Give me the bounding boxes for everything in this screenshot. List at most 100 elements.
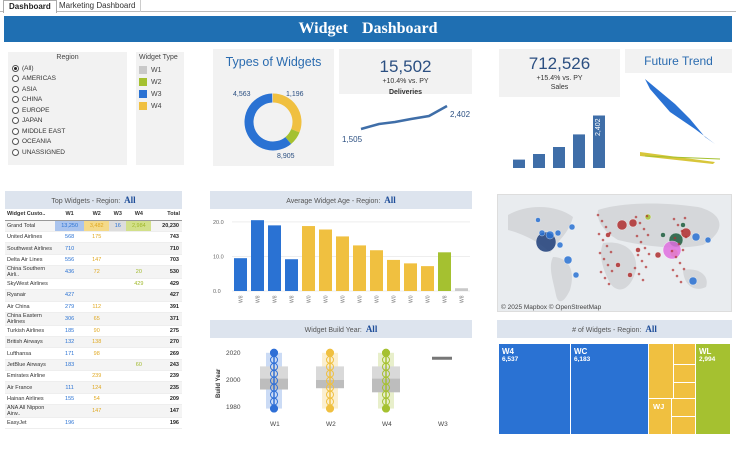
region-option-6[interactable]: MIDDLE EAST (12, 126, 127, 137)
table-row[interactable]: Hainan Airlines 155 54 209 (5, 393, 182, 405)
top-widgets-panel: Top Widgets - Region: All Widget Custo..… (5, 191, 182, 435)
sales-bar-chart: 2,402 (513, 115, 605, 168)
table-header[interactable]: W1 (55, 209, 85, 221)
tab-marketing-dashboard[interactable]: Marketing Dashboard (54, 0, 142, 12)
map-marker-3 (538, 229, 546, 237)
table-row[interactable]: Lufthansa 171 98 269 (5, 347, 182, 360)
radio-icon[interactable] (12, 85, 19, 93)
table-row[interactable]: Air China 279 112 391 (5, 301, 182, 313)
table-row[interactable]: Turkish Airlines 185 90 275 (5, 325, 182, 338)
age-bar-13 (455, 288, 468, 291)
treemap-tile-wj[interactable]: WJ (649, 344, 695, 434)
table-cell: Hainan Airlines (5, 393, 55, 405)
table-cell (126, 254, 152, 266)
map-minor-marker (597, 232, 601, 236)
map-minor-marker (677, 242, 681, 246)
table-cell: 743 (151, 231, 182, 244)
region-option-3[interactable]: CHINA (12, 95, 127, 106)
region-option-2[interactable]: ASIA (12, 84, 127, 95)
table-row[interactable]: Grand Total 13,250 3,482 16 2,984 20,230 (5, 220, 182, 233)
sales-last-label: 2,402 (595, 118, 602, 136)
table-row[interactable]: China Eastern Airlines 306 65 371 (5, 312, 182, 326)
table-header[interactable]: Widget Custo.. (5, 209, 55, 221)
landmass-south-america (550, 257, 573, 302)
region-option-7[interactable]: OCEANIA (12, 137, 127, 148)
treemap-tile-wc[interactable]: WC 6,183 (571, 344, 648, 434)
trend-line-green (644, 155, 721, 160)
table-row[interactable]: British Airways 132 138 270 (5, 336, 182, 349)
age-bar-9 (387, 259, 400, 291)
region-option-0[interactable]: (All) (12, 63, 127, 74)
age-xtick-2: W8 (273, 295, 279, 303)
radio-icon[interactable] (12, 64, 19, 72)
tab-dashboard[interactable]: Dashboard (3, 0, 57, 13)
age-xtick-11: W0 (426, 295, 432, 303)
table-cell: SkyWest Airlines (5, 278, 55, 291)
age-xtick-7: W0 (358, 295, 364, 303)
radio-icon[interactable] (12, 75, 19, 83)
map-minor-marker (684, 235, 688, 239)
age-ytick: 20.0 (213, 220, 224, 226)
types-title: Types of Widgets (225, 55, 322, 69)
table-cell (109, 359, 127, 372)
radio-icon[interactable] (12, 96, 19, 104)
treemap-tile-wl[interactable]: WL 2,994 (696, 344, 730, 434)
sales-bar-3 (573, 134, 585, 168)
radio-icon[interactable] (12, 117, 19, 125)
table-cell (126, 312, 152, 326)
map-minor-marker (603, 276, 607, 280)
sparkline-bg (339, 94, 472, 166)
sales-bar-0 (513, 159, 525, 168)
future-trend-header: Future Trend (625, 49, 732, 73)
table-header[interactable]: W4 (126, 209, 152, 221)
map-marker-14 (691, 232, 701, 242)
table-cell: 60 (126, 359, 152, 372)
table-row[interactable]: EasyJet 196 196 (5, 417, 182, 430)
treemap-tile-w4[interactable]: W4 6,537 (499, 344, 570, 434)
widget-type-item-1[interactable]: W2 (139, 76, 184, 88)
map-marker-7 (616, 219, 628, 231)
widget-type-item-0[interactable]: W1 (139, 64, 184, 76)
age-xtick-0: W8 (239, 295, 245, 303)
table-row[interactable]: ANA All Nippon Airw.. 147 147 (5, 404, 182, 418)
table-cell: 196 (55, 417, 85, 430)
top-widgets-title: Top Widgets - Region: All (5, 191, 182, 209)
world-map[interactable]: © 2025 Mapbox © OpenStreetMap (497, 194, 732, 312)
table-header[interactable]: W3 (109, 209, 127, 221)
radio-icon[interactable] (12, 148, 19, 156)
table-row[interactable]: Delta Air Lines 556 147 703 (5, 254, 182, 266)
table-header[interactable]: W2 (84, 209, 110, 221)
table-row[interactable]: China Southern Airli.. 436 72 20 530 (5, 265, 182, 279)
map-canvas[interactable]: © 2025 Mapbox © OpenStreetMap (498, 195, 733, 313)
radio-icon[interactable] (12, 106, 19, 114)
map-minor-marker (606, 263, 610, 267)
table-row[interactable]: Air France 111 124 235 (5, 381, 182, 394)
region-option-1[interactable]: AMERICAS (12, 74, 127, 85)
region-option-8[interactable]: UNASSIGNED (12, 147, 127, 158)
build-year-title: Widget Build Year: All (210, 320, 472, 338)
table-row[interactable]: Southwest Airlines 710 710 (5, 242, 182, 255)
region-option-label: CHINA (22, 96, 43, 104)
widget-type-item-3[interactable]: W4 (139, 100, 184, 112)
table-row[interactable]: Emirates Airline 239 239 (5, 370, 182, 383)
table-row[interactable]: Ryanair 427 427 (5, 289, 182, 302)
age-bar-5 (319, 229, 332, 291)
table-row[interactable]: JetBlue Airways 183 60 243 (5, 359, 182, 372)
table-cell (109, 254, 127, 266)
region-option-label: ASIA (22, 85, 37, 93)
table-header[interactable]: Total (151, 209, 182, 221)
build-ytick: 2000 (226, 377, 241, 384)
radio-icon[interactable] (12, 138, 19, 146)
table-row[interactable]: United Airlines 568 175 743 (5, 231, 182, 244)
table-cell: Emirates Airline (5, 370, 55, 383)
table-cell: JetBlue Airways (5, 359, 55, 372)
map-minor-marker (636, 253, 640, 257)
build-point-min (270, 404, 278, 413)
table-row[interactable]: SkyWest Airlines 429 429 (5, 278, 182, 291)
widget-type-item-2[interactable]: W3 (139, 88, 184, 100)
region-option-4[interactable]: EUROPE (12, 105, 127, 116)
table-cell: 20 (126, 265, 152, 279)
map-minor-marker (641, 278, 645, 282)
radio-icon[interactable] (12, 127, 19, 135)
region-option-5[interactable]: JAPAN (12, 116, 127, 127)
